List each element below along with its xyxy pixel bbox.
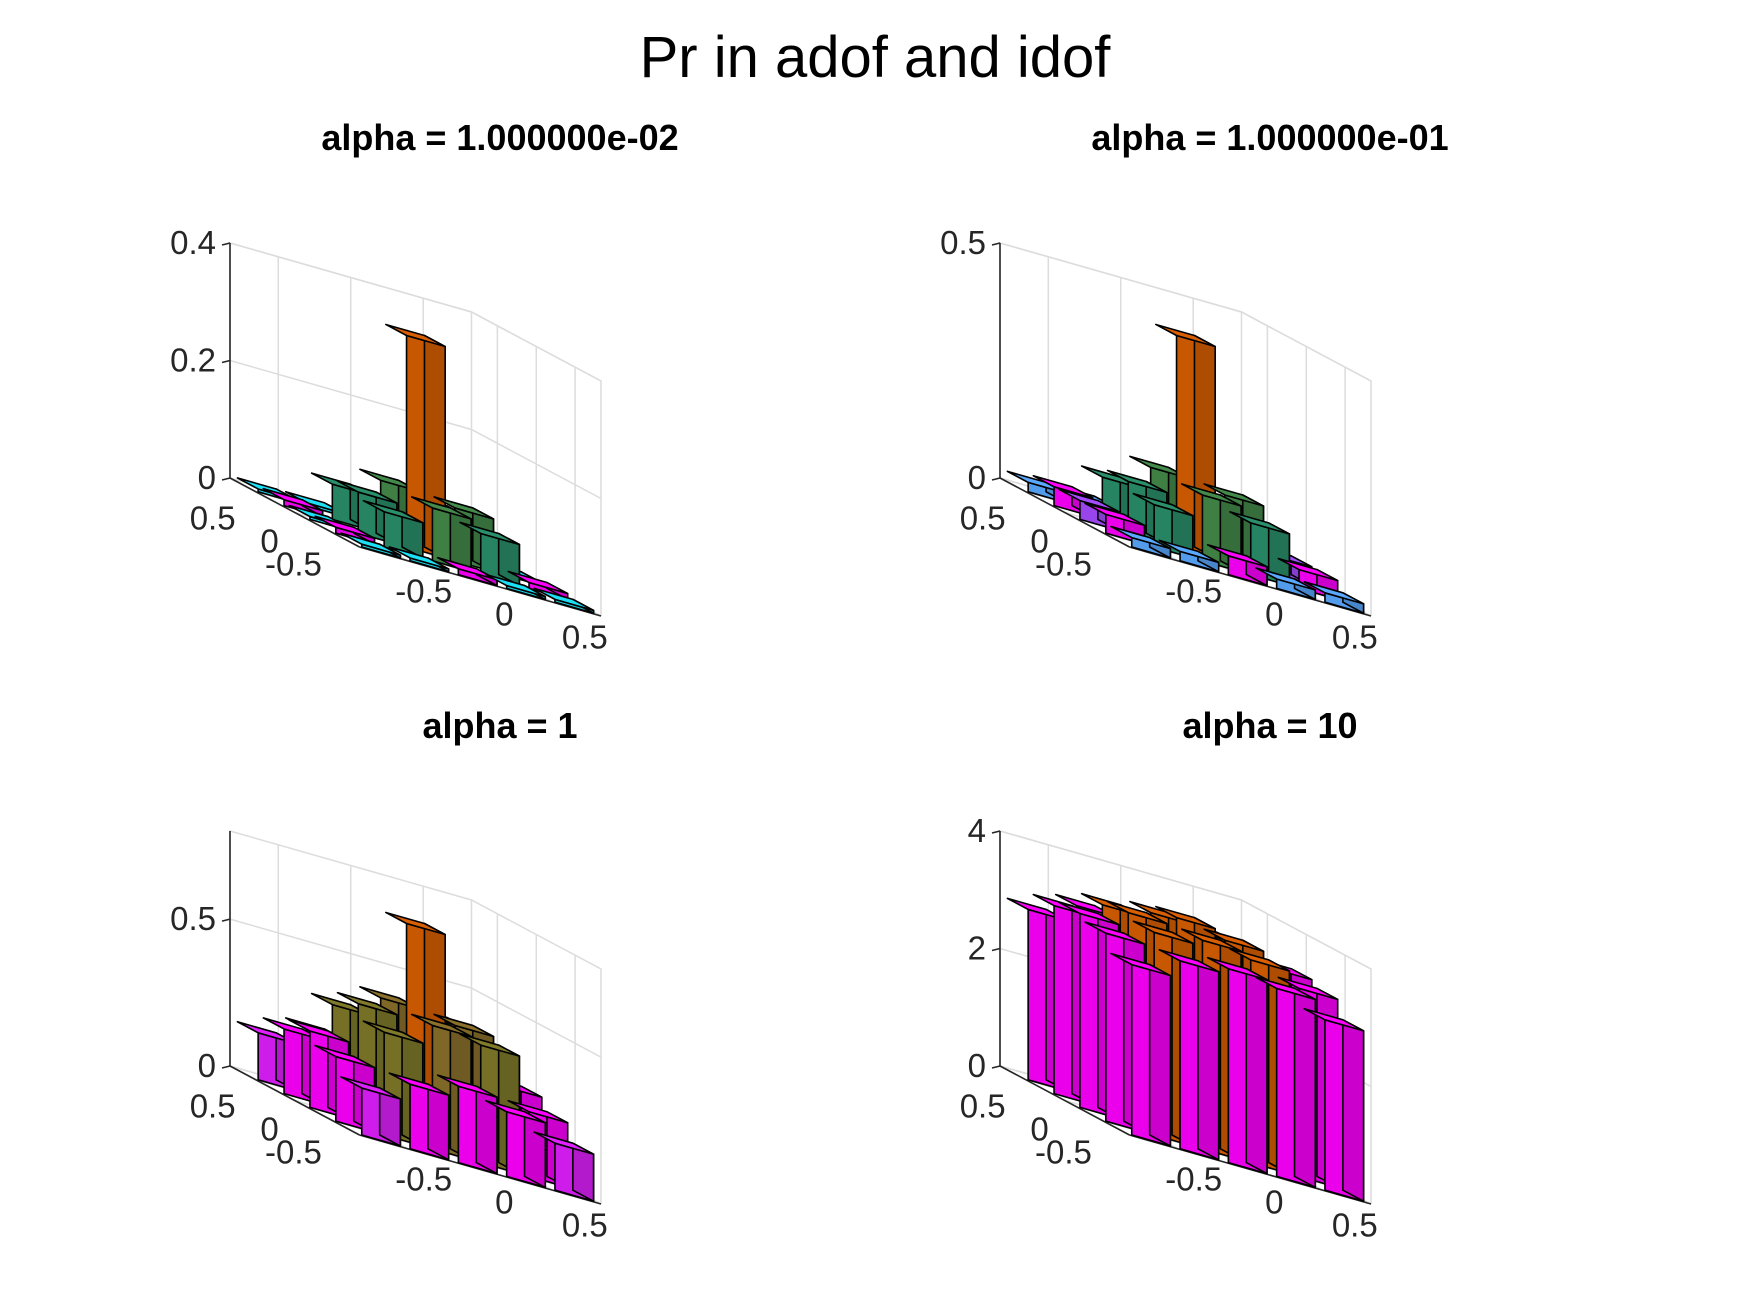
bars [236,911,595,1203]
bar [388,546,450,573]
bar [485,1099,547,1189]
x-tick-label: 0 [1265,1184,1283,1221]
y-tick-label: -0.5 [1035,546,1092,583]
y-tick-label: 0.5 [190,1087,236,1124]
z-tick-label: 0 [968,459,986,496]
bars [1006,892,1365,1203]
x-tick-label: 0 [495,1184,513,1221]
subplot-title: alpha = 1.000000e-01 [1091,117,1448,158]
x-tick-label: 0 [1265,596,1283,633]
y-tick-label: -0.5 [265,546,322,583]
bar [362,499,424,559]
subplot-title: alpha = 1 [422,705,577,746]
y-tick-label: 0.5 [960,1087,1006,1124]
y-tick-label: 0 [260,1111,278,1148]
z-tick-label: 0.5 [940,224,986,261]
z-tick-label: 0.4 [170,224,216,261]
z-tick-label: 2 [968,930,986,967]
subplot-1: alpha = 1.000000e-0200.20.40.50-0.5-0.50… [170,117,679,656]
bar [1158,539,1220,573]
bars [236,323,595,615]
z-tick-label: 0 [968,1047,986,1084]
bar [1255,976,1317,1189]
subplot-3: alpha = 100.50.50-0.5-0.500.5 [170,705,608,1244]
y-tick-label: 0 [1030,523,1048,560]
y-tick-label: 0 [1030,1111,1048,1148]
bar [340,532,402,559]
axes: 00.50.50-0.5-0.500.5 [940,224,1378,656]
x-tick-label: 0.5 [1332,1207,1378,1244]
z-tick-label: 0.2 [170,342,216,379]
x-tick-label: -0.5 [395,1160,452,1197]
bar [485,573,547,601]
bar [436,1074,498,1175]
y-tick-label: -0.5 [265,1134,322,1171]
figure-title: Pr in adof and idof [639,25,1111,90]
bar [1206,956,1268,1175]
x-tick-label: -0.5 [1165,1160,1222,1197]
x-tick-label: 0.5 [1332,619,1378,656]
z-tick-label: 0 [198,1047,216,1084]
z-tick-label: 0.5 [170,900,216,937]
bar [1206,543,1268,587]
x-tick-label: 0.5 [562,619,608,656]
x-tick-label: 0 [495,596,513,633]
subplot-title: alpha = 10 [1182,705,1357,746]
x-tick-label: 0.5 [562,1207,608,1244]
z-tick-label: 4 [968,812,986,849]
axes: 00.20.40.50-0.5-0.500.5 [170,224,608,656]
x-tick-label: -0.5 [1165,572,1222,609]
y-tick-label: 0.5 [960,499,1006,536]
y-tick-label: 0 [260,523,278,560]
bar [1255,567,1317,601]
y-tick-label: 0.5 [190,499,236,536]
bar [533,587,595,615]
bar [1110,952,1172,1147]
bar [1110,525,1172,559]
bar [388,1072,450,1161]
bar [1158,948,1220,1161]
y-tick-label: -0.5 [1035,1134,1092,1171]
bar [1303,1007,1365,1203]
bar [340,1076,402,1147]
bar [1303,580,1365,615]
bar [533,1131,595,1203]
bars [1006,323,1365,615]
subplot-title: alpha = 1.000000e-02 [321,117,678,158]
x-tick-label: -0.5 [395,572,452,609]
axes: 00.50.50-0.5-0.500.5 [170,831,608,1244]
z-tick-label: 0 [198,459,216,496]
